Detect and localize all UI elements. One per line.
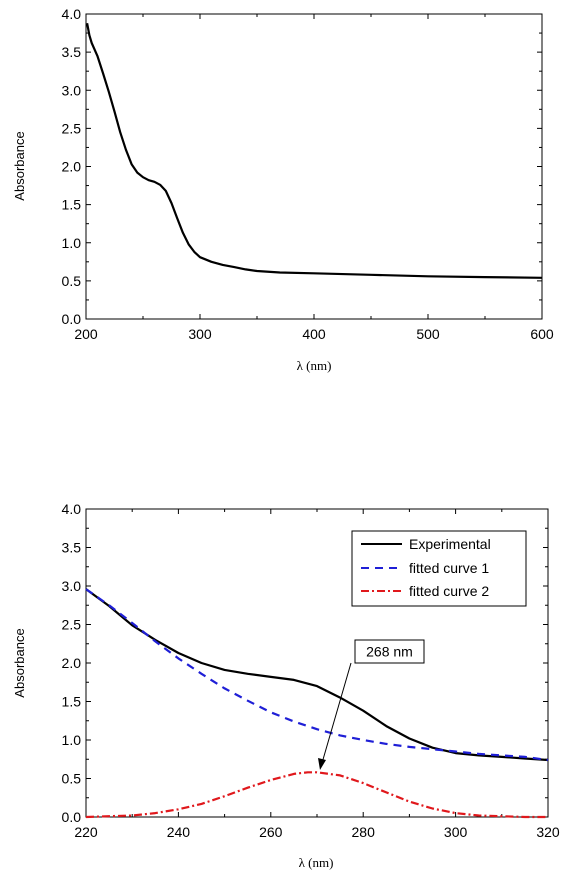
y-tick-label: 3.0 [62,82,82,98]
y-tick-label: 2.5 [62,120,82,136]
y-tick-label: 0.0 [62,809,82,825]
peak-annotation-arrowhead [318,758,326,770]
legend-label-fitted-curve-2: fitted curve 2 [409,583,489,599]
y-tick-label: 1.5 [62,197,82,213]
chart-2-x-ticks: 220 240 260 280 300 320 [74,509,560,840]
x-tick-label: 240 [167,824,191,840]
y-tick-label: 2.0 [62,655,82,671]
x-tick-label: 320 [536,824,560,840]
chart-2-x-axis-label: λ (nm) [299,855,334,870]
chart-1-series [86,22,543,279]
y-tick-label: 4.0 [62,501,82,517]
y-tick-label: 4.0 [62,6,82,22]
x-tick-label: 220 [74,824,98,840]
series-line-fitted-curve-2 [85,771,548,819]
series-line-experimental [85,588,549,762]
chart-2-series [85,588,549,819]
chart-1: 0.0 0.5 1.0 1.5 2.0 2.5 3.0 3.5 4.0 200 300 400 500… [12,6,554,373]
legend-label-experimental: Experimental [409,536,491,552]
chart-1-x-ticks: 200 300 400 500 600 [74,14,554,342]
y-tick-label: 1.0 [62,732,82,748]
peak-annotation-arrow [321,662,352,764]
legend-label-fitted-curve-1: fitted curve 1 [409,560,489,576]
chart-2-y-axis-label: Absorbance [12,628,27,697]
peak-annotation-label: 268 nm [366,644,413,660]
chart-2: 0.0 0.5 1.0 1.5 2.0 2.5 3.0 3.5 4.0 220 240 260 280… [12,501,560,870]
x-tick-label: 260 [259,824,283,840]
chart-2-y-ticks: 0.0 0.5 1.0 1.5 2.0 2.5 3.0 3.5 4.0 [62,501,548,825]
y-tick-label: 3.0 [62,578,82,594]
x-tick-label: 600 [530,326,554,342]
peak-annotation-box [354,639,425,664]
y-tick-label: 0.0 [62,311,82,327]
x-tick-label: 300 [188,326,212,342]
y-tick-label: 0.5 [62,771,82,787]
y-tick-label: 3.5 [62,540,82,556]
chart-1-x-axis-label: λ (nm) [297,358,332,373]
x-tick-label: 200 [74,326,98,342]
y-tick-label: 2.5 [62,617,82,633]
peak-annotation: 268 nm [318,639,425,770]
x-tick-label: 400 [302,326,326,342]
series-line-fitted-curve-1 [85,588,549,762]
y-tick-label: 1.0 [62,235,82,251]
series-line-absorbance [86,22,543,279]
y-tick-label: 2.0 [62,159,82,175]
chart-1-y-ticks: 0.0 0.5 1.0 1.5 2.0 2.5 3.0 3.5 4.0 [62,6,542,327]
chart-1-y-axis-label: Absorbance [12,131,27,200]
x-tick-label: 300 [444,824,468,840]
chart-2-legend: Experimental fitted curve 1 fitted curve… [351,530,527,607]
x-tick-label: 280 [352,824,376,840]
x-tick-label: 500 [416,326,440,342]
y-tick-label: 0.5 [62,273,82,289]
y-tick-label: 1.5 [62,694,82,710]
y-tick-label: 3.5 [62,44,82,60]
